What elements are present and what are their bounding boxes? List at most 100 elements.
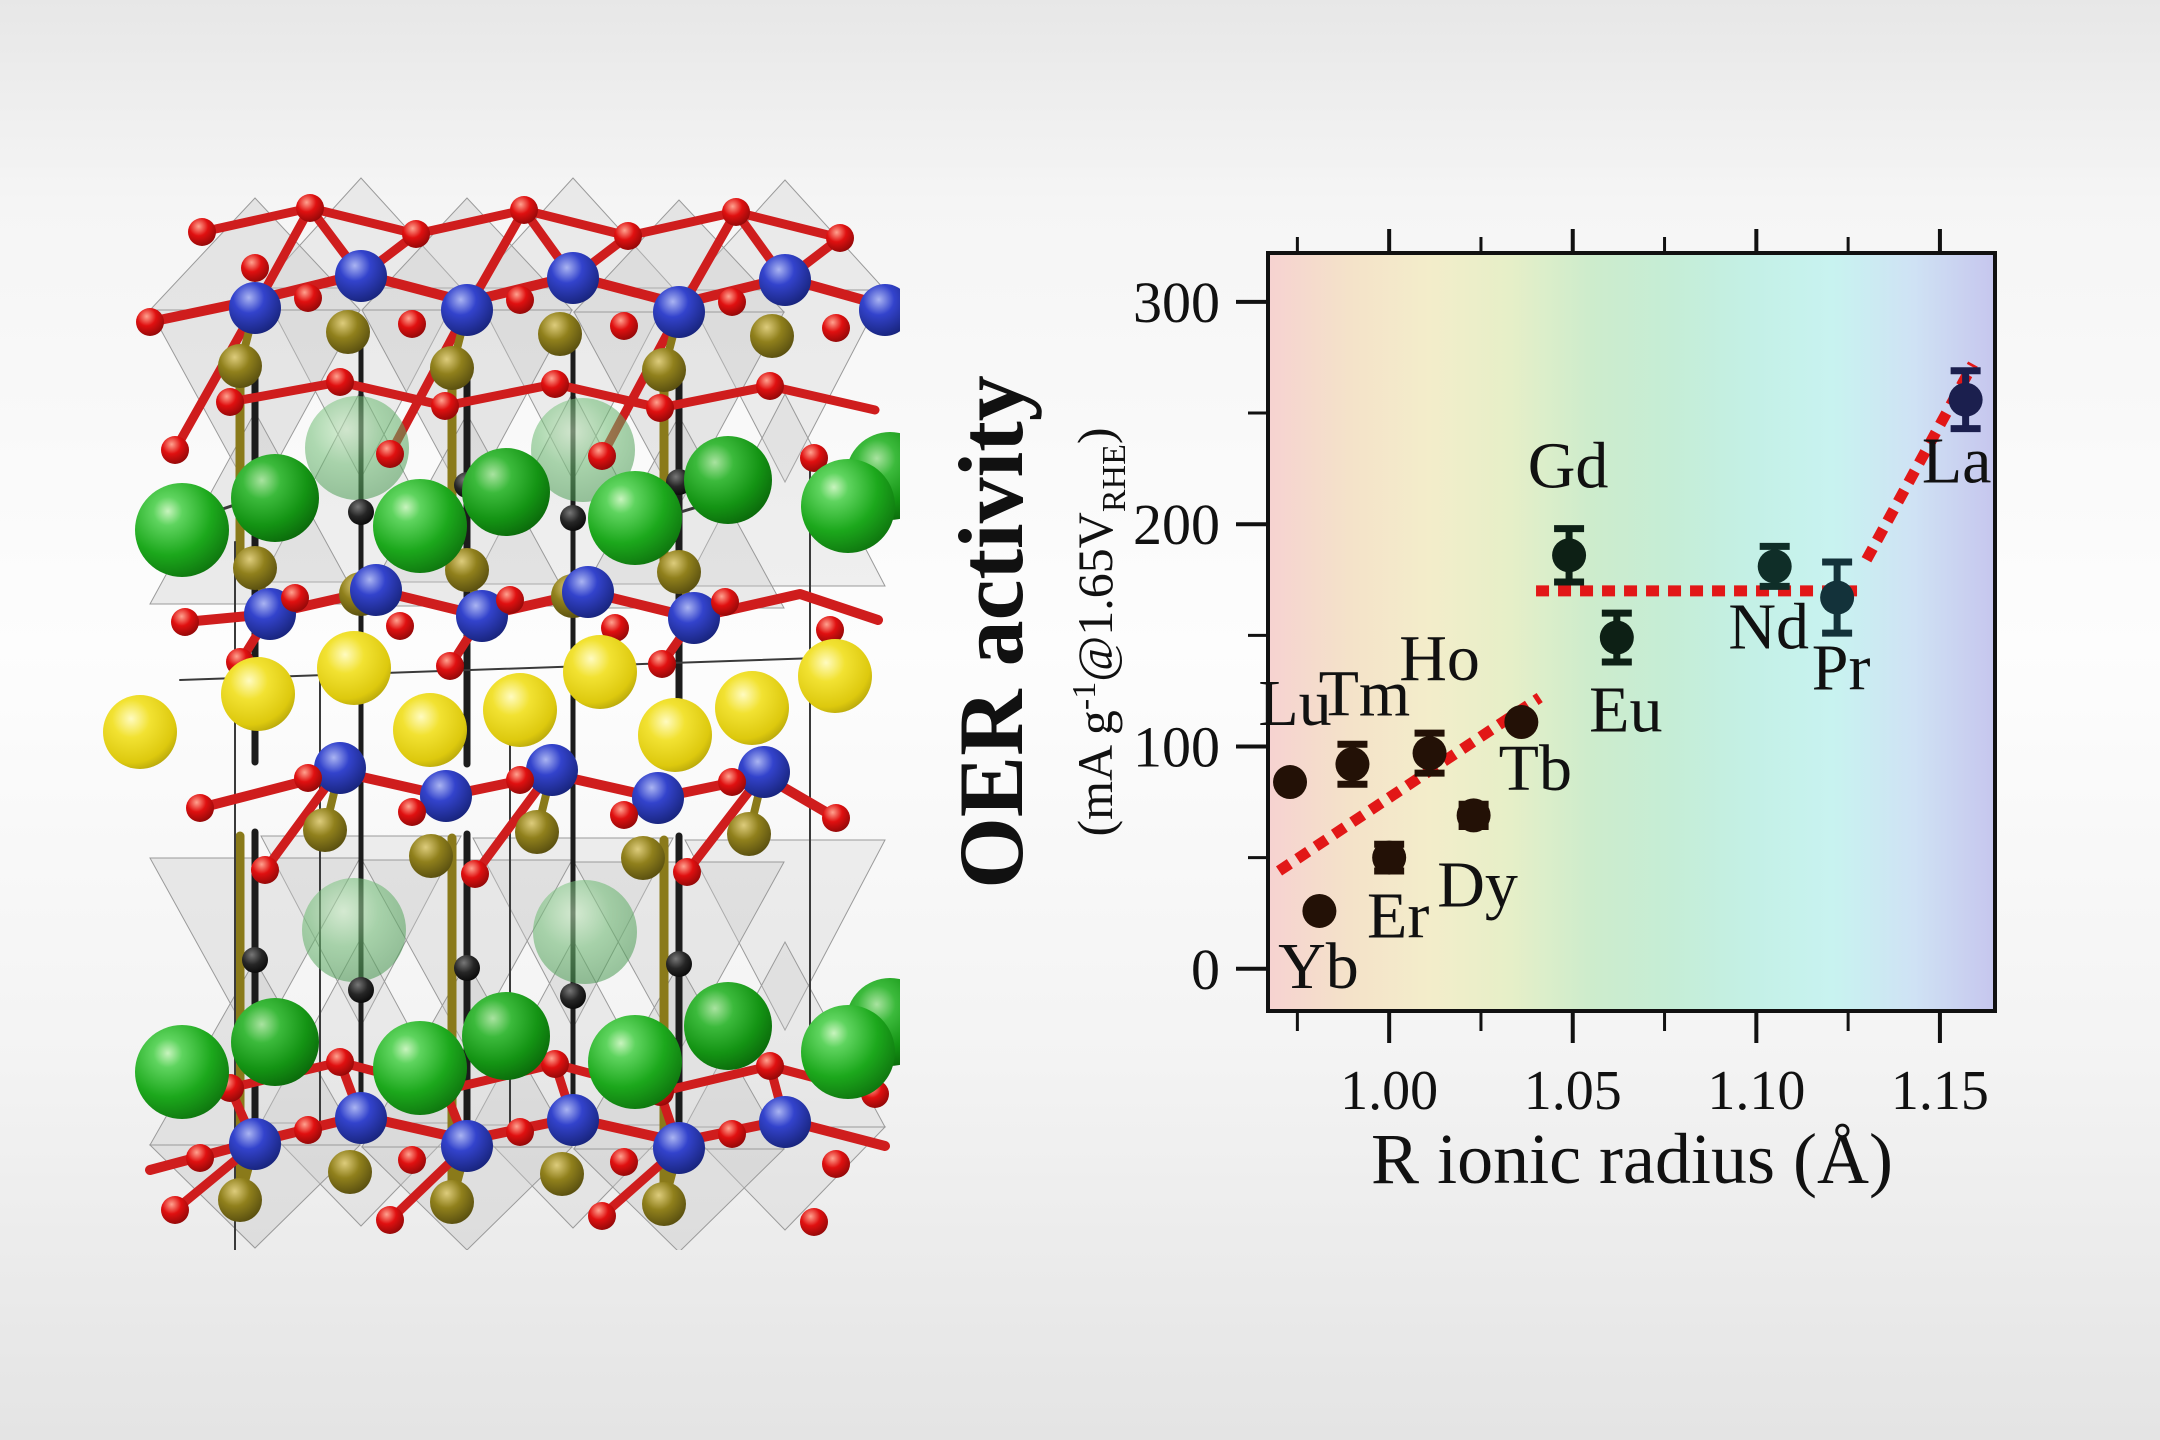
red-atom (648, 650, 676, 678)
yellow-atom (393, 693, 467, 767)
olive-atom (430, 346, 474, 390)
red-atom (186, 1144, 214, 1172)
element-label-Gd: Gd (1528, 429, 1609, 502)
blue-atom (229, 1118, 281, 1170)
element-label-Er: Er (1367, 880, 1429, 953)
red-atom (171, 608, 199, 636)
blue-atom (668, 592, 720, 644)
green-atom (801, 1005, 895, 1099)
x-tick-label: 1.15 (1891, 1060, 1989, 1122)
greenT-atom (302, 878, 406, 982)
olive-atom (218, 344, 262, 388)
y-tick-label: 300 (1133, 270, 1220, 335)
greenB-atom (231, 998, 319, 1086)
red-atom (800, 1208, 828, 1236)
red-atom (386, 612, 414, 640)
element-label-Lu: Lu (1258, 667, 1331, 740)
yellow-atom (221, 657, 295, 731)
element-label-Ho: Ho (1399, 622, 1480, 695)
red-atom (800, 444, 828, 472)
element-label-Eu: Eu (1589, 674, 1662, 747)
blue-atom (441, 1120, 493, 1172)
red-atom (161, 1196, 189, 1224)
red-atom (718, 768, 746, 796)
green-atom (801, 459, 895, 553)
greenT-atom (305, 396, 409, 500)
olive-atom (326, 310, 370, 354)
red-atom (506, 1118, 534, 1146)
greenB-atom (231, 454, 319, 542)
data-point-Er (1372, 840, 1407, 875)
red-atom (251, 856, 279, 884)
plot-marks: 1.00 1.05 1.10 1.15 0 100 200 300 Lu Yb Tm Er Ho Dy Tb… (1133, 229, 1997, 1122)
blue-atom (420, 770, 472, 822)
blue-atom (526, 744, 578, 796)
red-atom (376, 440, 404, 468)
polyhedron (684, 839, 886, 1032)
olive-atom (409, 834, 453, 878)
data-point-Gd (1552, 538, 1587, 573)
blue-atom (229, 282, 281, 334)
red-atom (588, 1202, 616, 1230)
units-mid: @1.65V (1067, 512, 1123, 682)
black-atom (348, 499, 374, 525)
olive-atom (218, 1178, 262, 1222)
red-atom (541, 370, 569, 398)
olive-atom (642, 348, 686, 392)
yellow-atom (103, 695, 177, 769)
red-atom (241, 254, 269, 282)
red-atom (376, 1206, 404, 1234)
greenB-atom (462, 448, 550, 536)
yellow-atom (638, 698, 712, 772)
y-tick-label: 200 (1133, 492, 1220, 557)
red-atom (398, 1146, 426, 1174)
units-superscript: -1 (1066, 682, 1103, 710)
element-label-Yb: Yb (1278, 930, 1359, 1003)
green-atom (588, 471, 682, 565)
element-label-Dy: Dy (1437, 848, 1518, 921)
yellow-atom (563, 635, 637, 709)
red-atom (496, 586, 524, 614)
red-atom (510, 196, 538, 224)
red-atom (588, 442, 616, 470)
greenB-atom (684, 436, 772, 524)
data-point-Eu (1599, 620, 1634, 655)
red-atom (506, 286, 534, 314)
olive-atom (642, 1182, 686, 1226)
olive-atom (515, 810, 559, 854)
green-atom (373, 1021, 467, 1115)
x-tick-label: 1.00 (1340, 1060, 1438, 1122)
red-atom (822, 1150, 850, 1178)
black-atom (242, 947, 268, 973)
data-point-Pr (1820, 580, 1855, 615)
olive-atom (750, 314, 794, 358)
black-atom (454, 955, 480, 981)
red-atom (541, 1050, 569, 1078)
olive-atom (430, 1180, 474, 1224)
crystal-structure-graphic (103, 177, 900, 1250)
blue-atom (759, 1096, 811, 1148)
yellow-atom (483, 673, 557, 747)
blue-atom (653, 1122, 705, 1174)
x-tick-label: 1.10 (1707, 1060, 1805, 1122)
blue-atom (562, 566, 614, 618)
red-atom (506, 766, 534, 794)
red-atom (610, 801, 638, 829)
red-atom (756, 372, 784, 400)
yellow-atom (715, 671, 789, 745)
black-atom (348, 977, 374, 1003)
data-point-Ho (1412, 736, 1447, 771)
greenT-atom (531, 398, 635, 502)
olive-atom (233, 546, 277, 590)
element-label-La: La (1922, 425, 1992, 498)
red-atom (431, 392, 459, 420)
blue-atom (335, 1092, 387, 1144)
x-tick-label: 1.05 (1524, 1060, 1622, 1122)
greenB-atom (462, 992, 550, 1080)
olive-atom (540, 1152, 584, 1196)
blue-atom (350, 564, 402, 616)
units-post: ) (1067, 427, 1123, 444)
olive-atom (727, 812, 771, 856)
red-atom (188, 218, 216, 246)
red-atom (326, 1048, 354, 1076)
